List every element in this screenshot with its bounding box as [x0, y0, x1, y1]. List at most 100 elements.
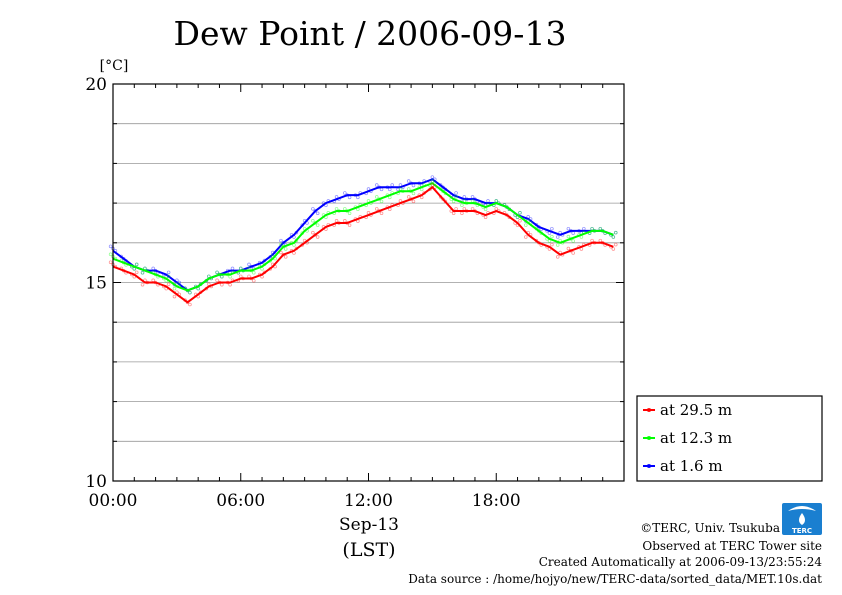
series-point [486, 199, 490, 203]
series-point [518, 219, 522, 223]
series-point [279, 242, 283, 247]
series-point [247, 262, 251, 267]
series-point [140, 271, 145, 275]
series-point [356, 195, 360, 200]
series-point [343, 207, 347, 211]
series-point [614, 230, 618, 235]
series-point [582, 226, 586, 231]
series-point [590, 238, 594, 243]
series-point [334, 219, 339, 223]
series-point [347, 211, 352, 215]
series-point [379, 199, 384, 204]
series-point [406, 187, 411, 191]
series-point [483, 215, 488, 219]
series-point [134, 270, 139, 275]
series-point [406, 179, 411, 183]
series-point [411, 199, 416, 204]
series-point [334, 207, 339, 211]
series-point [215, 270, 219, 275]
legend: at 29.5 m at 12.3 m at 1.6 m [636, 395, 823, 482]
series-point [172, 286, 177, 291]
series-point [343, 191, 347, 195]
series-point [108, 244, 113, 249]
series-point [430, 175, 435, 179]
series-point [470, 195, 475, 199]
logo-text: TERC [792, 527, 812, 535]
series-point [343, 219, 347, 223]
series-point [555, 255, 560, 259]
x-tick-label: 00:00 [89, 491, 138, 511]
series-point [411, 191, 416, 196]
series-point [230, 266, 235, 271]
series-point [518, 211, 522, 215]
series-point [228, 275, 232, 279]
series-point [614, 230, 618, 235]
series-point [215, 278, 219, 283]
series-point [611, 235, 616, 239]
series-point [550, 226, 554, 231]
series-point [494, 199, 499, 203]
series-point [215, 270, 219, 275]
series-point [406, 195, 411, 199]
series-point [454, 207, 458, 211]
terc-logo: TERC [782, 503, 822, 535]
series-point [108, 252, 113, 257]
series-point [388, 187, 392, 192]
series-point [347, 223, 352, 227]
series-point [550, 234, 554, 239]
series-point [571, 251, 575, 255]
y-tick-label: 10 [85, 472, 107, 492]
series-point [188, 290, 192, 295]
series-point [315, 235, 320, 239]
chart-title: Dew Point / 2006-09-13 [174, 14, 567, 53]
series-point [524, 235, 528, 239]
series-point [374, 183, 379, 187]
series-point [151, 278, 155, 283]
series-point [283, 247, 288, 251]
series-point [239, 266, 243, 271]
series-point [390, 183, 394, 187]
series-point [315, 211, 320, 215]
series-point [252, 278, 256, 283]
series-point [379, 211, 384, 215]
series-point [347, 195, 352, 200]
series-point [555, 243, 560, 247]
series-point [454, 195, 458, 199]
series-point [172, 294, 177, 299]
footer-site: Observed at TERC Tower site [642, 539, 822, 553]
series-point [220, 282, 224, 287]
series-point [611, 247, 616, 251]
legend-label: at 29.5 m [660, 401, 732, 419]
series-point [590, 226, 594, 231]
logo-drop-icon [799, 513, 805, 525]
series-point [252, 271, 256, 275]
series-point [279, 238, 283, 243]
plot-frame [112, 83, 625, 482]
legend-marker [647, 407, 652, 412]
series-point [247, 274, 251, 279]
series-point [611, 235, 616, 239]
legend-box [636, 395, 823, 482]
legend-label: at 12.3 m [660, 429, 732, 447]
series-point [166, 274, 171, 279]
series-point [140, 282, 145, 287]
x-tick-label: 18:00 [472, 491, 521, 511]
series-point [315, 223, 320, 227]
series-point [460, 211, 464, 215]
y-tick-label: 15 [85, 274, 107, 294]
series-point [470, 207, 475, 211]
series-point [134, 262, 139, 267]
series-point [494, 207, 499, 211]
x-tick-label: 12:00 [344, 491, 393, 511]
series-line [112, 178, 614, 292]
footer-copyright: ©TERC, Univ. Tsukuba [640, 521, 780, 535]
y-tick-label: 20 [85, 75, 107, 95]
series-point [283, 255, 288, 259]
series-point [566, 234, 571, 239]
legend-marker [647, 435, 652, 440]
series-point [134, 262, 139, 267]
series-line [112, 186, 614, 304]
y-tick-labels: 10 15 20 [85, 75, 107, 492]
series-point [566, 246, 571, 251]
series-point [239, 274, 243, 279]
